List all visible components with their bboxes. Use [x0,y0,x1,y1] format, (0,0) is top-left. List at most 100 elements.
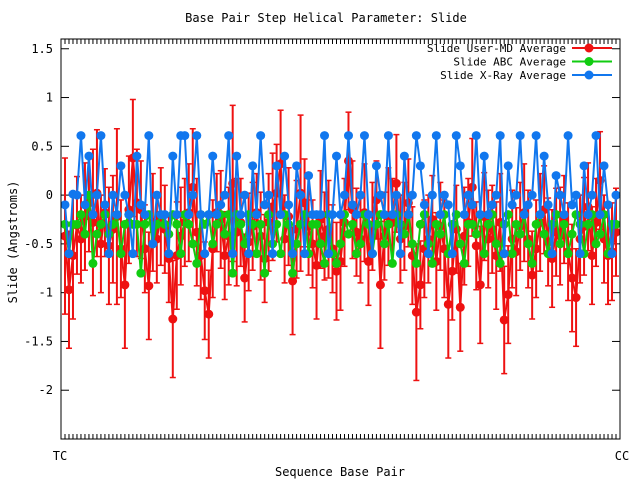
data-point [591,239,601,249]
y-tick-label: -0.5 [24,237,53,251]
data-point [224,131,234,141]
data-point [264,210,274,220]
data-point [88,210,98,220]
data-point [515,229,525,239]
data-point [336,239,345,249]
data-point [132,151,142,161]
data-point [527,270,537,280]
series-2 [60,131,621,259]
data-point [479,151,489,161]
data-point [575,249,585,259]
data-point [419,200,429,210]
data-point [240,273,250,283]
legend-marker [584,43,594,53]
data-point [116,161,126,171]
data-point [403,210,413,220]
data-point [232,151,242,161]
data-point [379,239,389,249]
data-point [168,151,178,161]
data-point [332,151,342,161]
data-point [288,276,298,286]
data-point [459,258,469,268]
data-point [567,200,577,210]
data-point [363,256,373,266]
data-point [292,161,302,171]
data-point [351,210,361,220]
data-point [599,161,609,171]
data-point [491,190,501,200]
data-point [64,285,74,295]
data-point [128,249,138,259]
data-point [471,241,481,251]
data-point [200,249,210,259]
data-point [483,219,493,229]
data-point [583,210,593,220]
data-point [296,190,306,200]
data-point [220,229,230,239]
data-point [328,210,338,220]
data-point [435,229,445,239]
data-point [256,219,266,229]
chart-title: Base Pair Step Helical Parameter: Slide [185,11,467,25]
x-axis-label: Sequence Base Pair [275,465,405,479]
data-point [407,239,417,249]
data-point [76,210,86,220]
data-point [407,190,417,200]
data-point [463,190,473,200]
data-point [288,249,298,259]
data-point [268,249,278,259]
data-point [320,131,330,141]
data-point [559,219,569,229]
data-point [571,210,581,220]
data-point [523,200,533,210]
data-point [252,249,262,259]
data-point [276,249,286,259]
data-point [144,281,154,291]
data-point [587,251,597,261]
data-point [451,131,461,141]
data-point [84,151,94,161]
data-point [304,171,314,181]
data-point [503,290,513,300]
data-point [579,161,589,171]
data-point [455,239,465,249]
data-point [152,190,162,200]
data-point [347,200,357,210]
data-point [543,200,553,210]
data-point [499,315,509,325]
data-point [208,239,218,249]
data-point [64,249,74,259]
data-point [535,210,545,220]
data-point [88,258,98,268]
data-point [204,210,214,220]
data-point [92,229,102,239]
data-point [511,219,521,229]
data-point [188,239,198,249]
data-point [343,229,353,239]
data-point [527,190,537,200]
legend-label: Slide User-MD Average [427,42,566,55]
plot-area-border [60,38,621,440]
y-tick-label: -2 [39,383,53,397]
data-point [363,210,373,220]
data-point [108,190,118,200]
data-point [455,161,465,171]
data-point [491,239,501,249]
data-point [96,131,106,141]
data-point [216,200,226,210]
legend-label: Slide X-Ray Average [440,69,566,82]
data-point [555,190,565,200]
data-point [375,190,385,200]
data-point [507,249,517,259]
data-point [411,307,421,317]
data-point [471,229,481,239]
data-point [228,249,238,259]
data-point [379,210,389,220]
data-point [336,210,345,220]
data-point [316,239,326,249]
data-point [447,249,457,259]
data-point [168,314,178,324]
data-point [220,251,230,261]
